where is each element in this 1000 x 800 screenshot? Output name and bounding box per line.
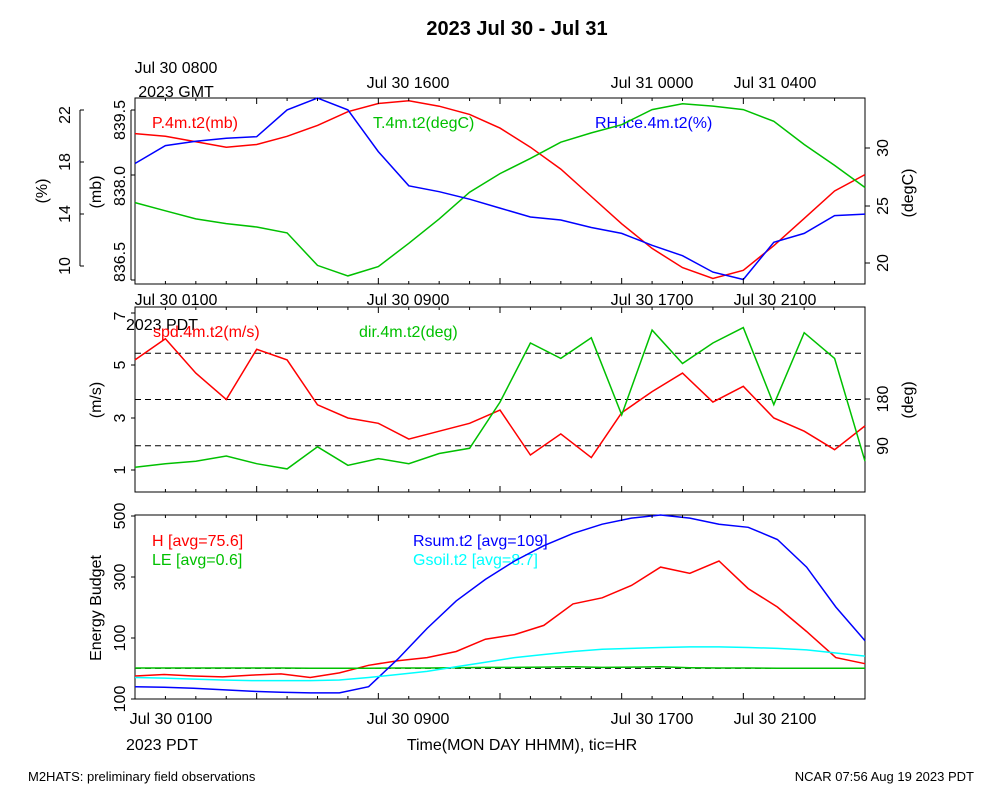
pdt-tick-label: Jul 30 2100 [734,292,817,309]
speed-tick-label: 7 [112,311,129,320]
speed-tick-label: 1 [112,465,129,474]
pdt-year-label: 2023 PDT [126,317,198,334]
rh-tick-label: 14 [57,205,74,223]
series-line-p-4m-t2-mb [134,99,866,280]
energy-axis-label: Energy Budget [88,555,105,661]
gmt-tick-label: Jul 31 0400 [734,75,817,92]
panel-bottom-left-axis: 100 100 300 500 Energy Budget [88,503,135,713]
gmt-tick-label: Jul 30 0800 [135,60,218,77]
legend-pressure: P.4m.t2(mb) [152,115,238,132]
x-axis-label: Time(MON DAY HHMM), tic=HR [407,737,637,754]
series-line-le-avg-0-6 [135,666,865,670]
temp-tick-label: 30 [875,139,892,157]
pressure-tick-label: 838.0 [112,166,129,206]
series-line-gsoil-t2-avg-8-7 [134,646,866,682]
pdt-tick-label: Jul 30 1700 [611,711,694,728]
speed-tick-label: 5 [112,360,129,369]
series-line-h-avg-75-6 [134,560,866,679]
series-line-rsum-t2-avg-109 [134,514,866,694]
series-line-rh-ice-4m-t2 [134,97,866,281]
legend-gsoil: Gsoil.t2 [avg=8.7] [413,552,538,569]
pdt-tick-label: Jul 30 1700 [611,292,694,309]
pdt-tick-label: Jul 30 0100 [130,711,213,728]
gmt-year-label: 2023 GMT [138,84,214,101]
energy-tick-label: 100 [112,686,129,713]
energy-tick-label: 500 [112,503,129,530]
legend-rh: RH.ice.4m.t2(%) [595,115,712,132]
footer-left: M2HATS: preliminary field observations [28,769,256,784]
rh-tick-label: 10 [57,257,74,275]
panel-top-right-axis: 20 25 30 (degC) [865,139,917,272]
rh-tick-label: 22 [57,106,74,124]
direction-tick-label: 180 [875,386,892,413]
legend-le: LE [avg=0.6] [152,552,242,569]
pdt-tick-label: Jul 30 0900 [367,292,450,309]
panel-top-left-axes: 10 14 18 22 (%) 836.5 838.0 839.5 (mb) [34,100,135,282]
direction-tick-label: 90 [875,437,892,455]
temp-axis-label: (degC) [900,169,917,218]
legend-direction: dir.4m.t2(deg) [359,324,458,341]
pressure-axis-label: (mb) [88,176,105,209]
chart-title: 2023 Jul 30 - Jul 31 [426,18,607,40]
legend-rsum: Rsum.t2 [avg=109] [413,533,548,550]
speed-tick-label: 3 [112,413,129,422]
temp-tick-label: 20 [875,254,892,272]
series-line-dir-4m-t2-deg [134,326,866,470]
legend-speed: spd.4m.t2(m/s) [153,324,260,341]
direction-axis-label: (deg) [900,381,917,418]
pdt-tick-label: Jul 30 0900 [367,711,450,728]
pressure-tick-label: 836.5 [112,242,129,282]
panel-middle-right-axis: 90 180 (deg) [865,381,917,455]
energy-tick-label: 100 [112,625,129,652]
rh-tick-label: 18 [57,153,74,171]
rh-axis-label: (%) [34,179,51,204]
pdt-tick-label: Jul 30 0100 [135,292,218,309]
gmt-tick-label: Jul 31 0000 [611,75,694,92]
footer-right: NCAR 07:56 Aug 19 2023 PDT [795,769,974,784]
chart-marks [134,97,866,699]
speed-axis-label: (m/s) [88,382,105,418]
panel-middle-left-axis: 1 3 5 7 (m/s) [88,311,135,474]
pdt-tick-label: Jul 30 2100 [734,711,817,728]
series-line-t-4m-t2-degc [134,103,866,277]
panel-top-frame [134,97,866,285]
series-line-spd-4m-t2-m-s [134,337,866,459]
legend-temperature: T.4m.t2(degC) [373,115,474,132]
pdt-year-label: 2023 PDT [126,737,198,754]
legend-h: H [avg=75.6] [152,533,243,550]
pressure-tick-label: 839.5 [112,100,129,140]
gmt-tick-label: Jul 30 1600 [367,75,450,92]
energy-tick-label: 300 [112,564,129,591]
temp-tick-label: 25 [875,197,892,215]
